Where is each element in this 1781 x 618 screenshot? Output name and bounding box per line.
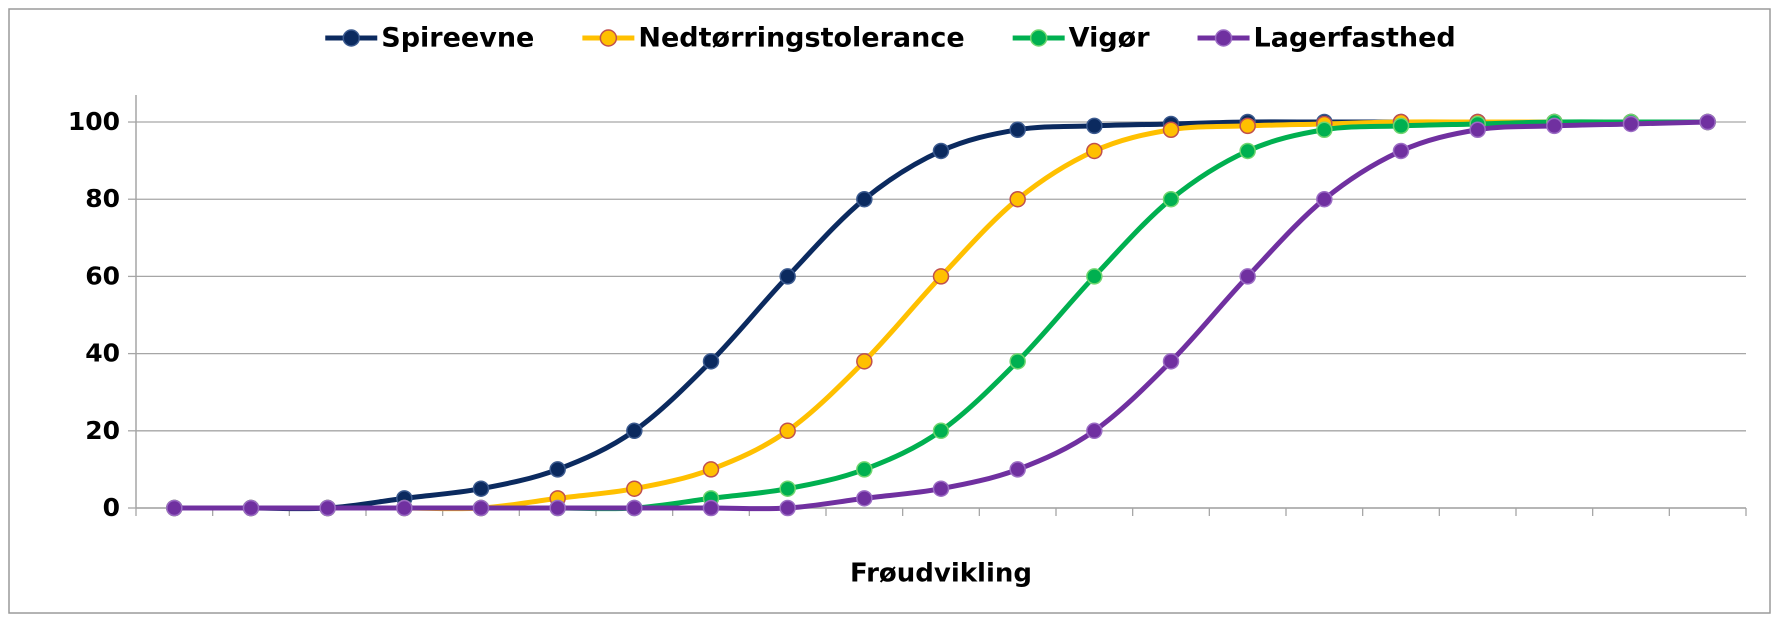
data-point [1086,268,1103,285]
data-point [702,499,720,517]
legend-item: Lagerfasthed [1197,23,1456,54]
legend-marker [1029,29,1048,47]
series [166,113,1716,517]
data-point [472,499,490,517]
data-point [779,480,796,497]
data-point [1622,115,1640,133]
data-point [1009,190,1026,208]
data-point [932,422,950,440]
data-point [319,499,336,517]
legend-marker [1214,29,1233,47]
legend-item: Nedtørringstolerance [582,23,965,54]
data-point [1316,121,1333,138]
data-point [1009,121,1026,138]
data-point [856,353,873,370]
data-point [1162,190,1180,208]
data-point [1546,117,1563,135]
data-point [1392,142,1410,160]
legend-marker [599,29,618,47]
data-point [549,499,566,517]
chart-border [8,8,1771,614]
legend: Spireevne Nedtørringstolerance Vigør Lagerf… [325,23,1456,54]
data-point [242,499,260,517]
data-point [626,499,643,517]
series-line [174,119,1708,512]
data-point [1162,353,1180,370]
data-point [932,268,950,285]
data-point [1086,142,1103,160]
data-point [1009,353,1026,370]
data-point [396,499,413,517]
data-point [932,142,950,160]
data-point [702,461,720,478]
data-point [1009,461,1026,478]
data-point [472,480,490,497]
y-tick-label: 40 [85,339,120,368]
data-point [779,268,796,285]
legend-label: Spireevne [381,23,534,54]
y-tick-label: 20 [85,416,120,445]
data-point [166,499,183,517]
legend-item: Spireevne [325,23,534,54]
data-point [856,190,873,208]
legend-label: Vigør [1069,23,1151,54]
legend-label: Nedtørringstolerance [638,23,964,54]
data-point [702,353,720,370]
data-point [779,499,796,517]
data-point [1162,121,1180,138]
data-point [779,422,796,440]
data-point [549,461,566,478]
data-point [1239,142,1256,160]
legend-item: Vigør [1012,23,1151,54]
data-point [1086,422,1103,440]
y-tick-label: 60 [85,261,120,290]
legend-marker [342,29,361,47]
data-point [856,490,873,507]
y-tick-label: 0 [103,493,120,522]
y-tick-label: 100 [68,107,120,136]
y-tick-label: 80 [85,184,120,213]
data-point [1086,117,1103,135]
data-point [1699,113,1716,131]
data-point [1392,117,1410,135]
data-point [856,461,873,478]
legend-label: Lagerfasthed [1254,23,1456,54]
x-axis-title: Frøudvikling [850,559,1032,589]
data-point [1316,190,1333,208]
data-point [1239,268,1256,285]
data-point [626,422,643,440]
data-point [932,480,950,497]
data-point [1469,121,1486,138]
data-point [626,480,643,497]
data-point [1239,117,1256,135]
